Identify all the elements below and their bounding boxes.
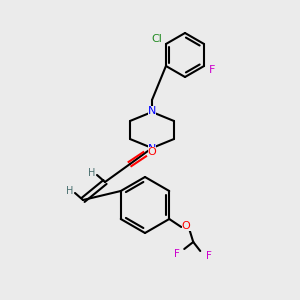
Text: O: O — [148, 147, 156, 157]
Text: H: H — [88, 168, 96, 178]
Text: O: O — [182, 221, 190, 231]
Text: F: F — [174, 249, 180, 259]
Text: N: N — [148, 144, 156, 154]
Text: N: N — [148, 106, 156, 116]
Text: F: F — [206, 251, 212, 261]
Text: Cl: Cl — [152, 34, 162, 44]
Text: F: F — [209, 65, 215, 75]
Text: H: H — [66, 186, 74, 196]
